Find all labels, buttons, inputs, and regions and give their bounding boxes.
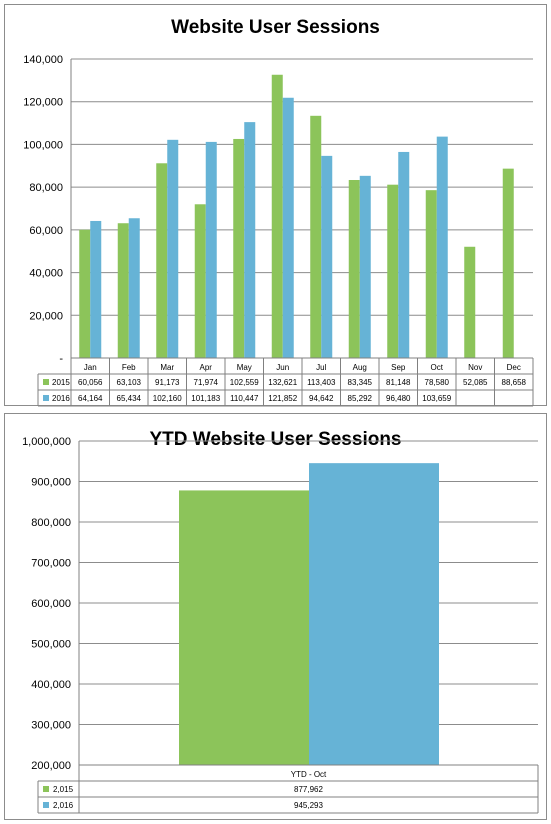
bar-2015-aug xyxy=(348,179,360,358)
legend-label: 2016 xyxy=(52,394,70,403)
data-label: 81,148 xyxy=(386,378,411,387)
y-tick-label: 400,000 xyxy=(31,679,71,691)
data-label: 945,293 xyxy=(294,801,323,810)
data-label: 71,974 xyxy=(194,378,219,387)
monthly-sessions-plot: - 20,000 40,000 60,000 80,000 100,000 120,000 1… xyxy=(23,54,534,407)
y-tick-label: 600,000 xyxy=(31,598,71,610)
y-tick-label: 700,000 xyxy=(31,558,71,570)
data-label: 63,103 xyxy=(117,378,142,387)
y-tick-label: 60,000 xyxy=(29,225,63,237)
bar-2015-may xyxy=(233,138,245,358)
legend-key-2,015 xyxy=(43,786,49,792)
data-label: 132,621 xyxy=(268,378,297,387)
data-label: 65,434 xyxy=(117,394,142,403)
x-tick-label: Jun xyxy=(276,363,289,372)
y-tick-label: 140,000 xyxy=(23,54,63,66)
data-label: 103,659 xyxy=(422,394,451,403)
bar-2016-may xyxy=(244,122,256,359)
data-label: 102,160 xyxy=(153,394,182,403)
bar-2,015 xyxy=(179,490,309,765)
bar-2,016 xyxy=(309,463,439,765)
data-label: 102,559 xyxy=(230,378,259,387)
legend-label: 2,016 xyxy=(53,801,74,810)
x-tick-label: Apr xyxy=(200,363,213,372)
bar-2015-feb xyxy=(117,223,129,358)
monthly-sessions-chart: Website User Sessions - 20,000 40,000 60,00… xyxy=(4,4,547,407)
data-label: 78,580 xyxy=(425,378,450,387)
data-label: 101,183 xyxy=(191,394,220,403)
data-label: 121,852 xyxy=(268,394,297,403)
legend-key-2,016 xyxy=(43,802,49,808)
ytd-sessions-chart: YTD Website User Sessions 200,000 300,000… xyxy=(4,413,547,820)
ytd-sessions-plot: 200,000 300,000 400,000 500,000 600,000 700,0… xyxy=(22,436,539,814)
data-label: 85,292 xyxy=(348,394,373,403)
bar-2016-aug xyxy=(359,175,371,358)
y-tick-label: 100,000 xyxy=(23,139,63,151)
x-tick-label: May xyxy=(237,363,252,372)
data-label: 83,345 xyxy=(348,378,373,387)
data-label: 91,173 xyxy=(155,378,180,387)
legend-label: 2,015 xyxy=(53,785,74,794)
bar-2015-sep xyxy=(387,184,399,358)
x-tick-label: Nov xyxy=(468,363,482,372)
x-tick-label: Jan xyxy=(84,363,97,372)
y-tick-label: - xyxy=(59,353,63,365)
y-tick-label: 1,000,000 xyxy=(22,436,71,448)
bar-2016-oct xyxy=(436,136,448,358)
y-tick-label: 800,000 xyxy=(31,517,71,529)
y-tick-label: 500,000 xyxy=(31,639,71,651)
bar-2016-jan xyxy=(90,220,102,358)
bar-2016-mar xyxy=(167,139,179,358)
data-label: 60,056 xyxy=(78,378,103,387)
legend-key-2015 xyxy=(43,379,49,385)
bar-2015-jan xyxy=(79,229,91,358)
data-label: 94,642 xyxy=(309,394,334,403)
x-tick-label: Feb xyxy=(122,363,136,372)
x-tick-label: Aug xyxy=(353,363,367,372)
bar-2015-dec xyxy=(502,168,514,358)
data-label: 877,962 xyxy=(294,785,323,794)
data-label: 52,085 xyxy=(463,378,488,387)
x-tick-label: Sep xyxy=(391,363,406,372)
x-tick-label: Oct xyxy=(431,363,444,372)
x-tick-label: YTD - Oct xyxy=(291,770,327,779)
legend-label: 2015 xyxy=(52,378,70,387)
y-tick-label: 40,000 xyxy=(29,268,63,280)
data-label: 110,447 xyxy=(230,394,259,403)
x-tick-label: Mar xyxy=(160,363,174,372)
bar-2015-oct xyxy=(425,190,437,358)
chart-title: Website User Sessions xyxy=(171,17,380,38)
y-tick-label: 200,000 xyxy=(31,760,71,772)
data-label: 96,480 xyxy=(386,394,411,403)
bar-2015-apr xyxy=(194,204,206,358)
y-tick-label: 80,000 xyxy=(29,182,63,194)
y-tick-label: 900,000 xyxy=(31,477,71,489)
x-tick-label: Dec xyxy=(507,363,521,372)
bar-2015-nov xyxy=(464,246,476,358)
bar-2016-apr xyxy=(205,141,217,358)
y-tick-label: 120,000 xyxy=(23,97,63,109)
data-label: 64,164 xyxy=(78,394,103,403)
y-tick-label: 300,000 xyxy=(31,720,71,732)
bar-2015-mar xyxy=(156,163,168,358)
bar-2015-jun xyxy=(271,74,283,359)
legend-key-2016 xyxy=(43,395,49,401)
bar-2016-jul xyxy=(321,155,333,358)
x-tick-label: Jul xyxy=(316,363,326,372)
data-label: 113,403 xyxy=(307,378,336,387)
data-label: 88,658 xyxy=(502,378,527,387)
chart-title: YTD Website User Sessions xyxy=(149,429,402,450)
y-tick-label: 20,000 xyxy=(29,310,63,322)
bar-2015-jul xyxy=(310,115,322,359)
bar-2016-sep xyxy=(398,151,410,358)
bar-2016-jun xyxy=(282,97,294,358)
bar-2016-feb xyxy=(128,218,140,358)
